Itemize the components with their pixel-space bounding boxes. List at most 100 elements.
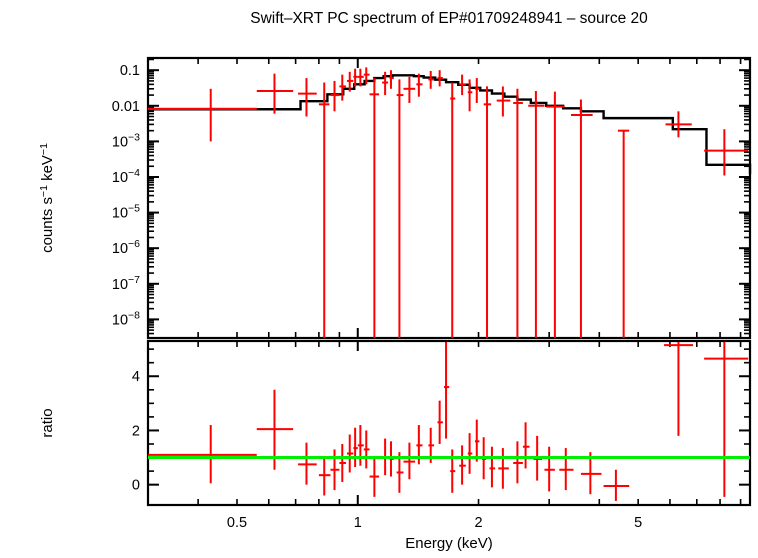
data-point-top: [437, 70, 443, 87]
y-axis-label-top: counts s−1 keV−1: [38, 143, 56, 253]
y-axis-label-bottom: ratio: [39, 408, 56, 437]
y-tick-base: 10: [112, 206, 128, 222]
x-tick-label: 2: [474, 515, 482, 531]
y-tick-exponent: −4: [128, 167, 140, 179]
data-point-top: [546, 91, 565, 338]
ratio-point: [580, 452, 602, 495]
data-point-top: [382, 71, 389, 96]
ratio-point: [489, 446, 496, 488]
ratio-point: [298, 442, 317, 485]
y-tick-base: 10: [112, 170, 128, 186]
x-tick-label: 5: [634, 515, 642, 531]
y-tick-base: 10: [112, 134, 128, 150]
y-tick-labels-bottom: 0 2 4: [132, 369, 140, 493]
y-tick-label-bottom: 0: [132, 478, 140, 494]
data-point-top: [475, 78, 480, 103]
ratio-point: [704, 342, 749, 497]
y-tick-label-top: 0.1: [120, 63, 140, 79]
ratio-frame: [146, 339, 752, 507]
ratio-point: [459, 445, 466, 485]
ratio-point: [353, 427, 358, 468]
ratio-point: [559, 448, 574, 491]
x-tick-labels: 0.5 1 2 5: [227, 515, 642, 531]
y-tick-label-bottom: 4: [132, 369, 140, 385]
ratio-point: [467, 433, 473, 474]
ratio-point: [475, 419, 480, 462]
ratio-point: [437, 400, 443, 445]
data-point-top: [483, 86, 492, 338]
ratio-point: [443, 342, 450, 439]
y-tick-label-top: 10−7: [112, 274, 140, 293]
ratio-point: [148, 425, 257, 484]
data-point-top: [403, 76, 416, 103]
x-tick-label: 1: [354, 515, 362, 531]
data-point-top: [467, 79, 473, 112]
spectrum-frame: [146, 56, 752, 340]
data-point-top: [357, 68, 364, 87]
data-point-top: [704, 129, 749, 176]
y-tick-base: 10: [112, 277, 128, 293]
y-axis-label-top: counts s−1 keV−1: [38, 143, 56, 253]
data-point-top: [389, 70, 394, 89]
data-point-top: [298, 78, 317, 117]
data-point-top: [459, 74, 466, 96]
spectrum-panel: [146, 56, 752, 340]
exponent: −1: [38, 143, 50, 155]
ratio-point: [363, 430, 370, 469]
y-tick-label-top: 0.01: [112, 99, 140, 115]
data-point-top: [363, 67, 370, 85]
y-tick-label-bottom: 2: [132, 423, 140, 439]
page-title: Swift–XRT PC spectrum of EP#01709248941 …: [250, 10, 648, 27]
data-point-top: [330, 80, 340, 112]
x-tick-label: 0.5: [227, 515, 247, 531]
ratio-point: [318, 457, 331, 496]
ratio-panel: [146, 339, 752, 507]
ratio-point: [369, 457, 380, 497]
data-point-top: [570, 99, 593, 338]
y-tick-exponent: −3: [128, 131, 140, 143]
y-tick-exponent: −5: [128, 203, 140, 215]
y-tick-label-top: 10−8: [112, 309, 140, 328]
text-run: keV: [39, 155, 56, 185]
ratio-point: [403, 442, 416, 480]
ratio-point: [498, 448, 509, 489]
ratio-point: [346, 434, 354, 473]
data-point-top: [256, 73, 294, 114]
y-tick-base: 10: [112, 241, 128, 257]
x-axis-label: Energy (keV): [405, 535, 493, 552]
data-point-top: [528, 91, 545, 338]
data-point-top: [339, 74, 347, 101]
ratio-point: [522, 422, 530, 469]
data-point-top: [416, 73, 423, 97]
text-run: counts s: [39, 197, 56, 253]
ratio-point: [664, 342, 694, 436]
y-tick-exponent: −8: [128, 309, 140, 321]
y-tick-label-top: 10−4: [112, 167, 140, 186]
y-tick-exponent: −6: [128, 238, 140, 250]
data-point-top: [148, 88, 257, 142]
data-point-top: [665, 111, 692, 138]
data-point-top: [318, 82, 330, 338]
y-tick-base: 10: [112, 312, 128, 328]
y-tick-label-top: 10−6: [112, 238, 140, 257]
y-tick-label-top: 10−5: [112, 203, 140, 222]
data-point-top: [513, 88, 523, 338]
y-tick-exponent: −7: [128, 274, 140, 286]
ratio-point: [544, 446, 555, 492]
y-tick-label-top: 10−3: [112, 131, 140, 150]
ratio-point: [603, 469, 630, 501]
ratio-point: [513, 441, 523, 484]
data-point-top: [353, 68, 358, 87]
exponent: −1: [38, 185, 50, 197]
data-point-top: [369, 78, 380, 338]
data-point-top: [396, 79, 404, 338]
data-point-top: [450, 82, 456, 338]
data-point-top: [428, 70, 435, 89]
data-point-top: [496, 86, 511, 117]
ratio-point: [339, 444, 347, 482]
data-point-top: [617, 129, 630, 338]
